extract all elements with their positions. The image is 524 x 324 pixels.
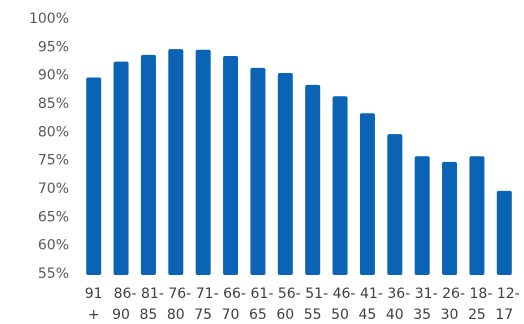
y-tick-label: 65% (38, 209, 69, 225)
x-tick-label: 81- (141, 286, 164, 302)
x-tick-label: 25 (468, 307, 486, 323)
x-tick-label: + (88, 307, 100, 323)
bar (305, 84, 321, 276)
bar (359, 113, 375, 275)
x-tick-label: 45 (359, 307, 377, 323)
x-tick-label: 55 (304, 307, 322, 323)
x-tick-label: 86- (114, 286, 137, 302)
x-tick-label: 50 (331, 307, 349, 323)
x-tick-label: 18- (470, 286, 493, 302)
y-tick-label: 90% (38, 68, 69, 84)
x-tick-label: 71- (196, 286, 219, 302)
x-tick-label: 40 (386, 307, 404, 323)
x-tick-label: 17 (495, 307, 513, 323)
bars (86, 49, 512, 276)
x-tick-label: 85 (140, 307, 158, 323)
x-tick-label: 41- (360, 286, 383, 302)
bar (250, 67, 266, 276)
bar (195, 49, 211, 276)
x-tick-label: 12- (497, 286, 520, 302)
bar (168, 49, 184, 275)
bar (469, 156, 485, 275)
bar (387, 134, 403, 275)
bar (496, 190, 512, 275)
x-tick-label: 61- (251, 286, 274, 302)
x-tick-label: 76- (168, 286, 191, 302)
y-tick-label: 60% (38, 238, 69, 254)
x-tick-label: 65 (249, 307, 267, 323)
x-tick-label: 36- (387, 286, 410, 302)
x-tick-label: 46- (333, 286, 356, 302)
x-tick-label: 35 (413, 307, 431, 323)
y-axis: 55% 60% 65% 70% 75% 80% 85% 90% 95% 100% (29, 11, 69, 282)
y-tick-label: 100% (29, 11, 69, 27)
bar (332, 96, 348, 275)
bar (113, 61, 129, 275)
x-tick-label: 26- (442, 286, 465, 302)
y-tick-label: 85% (38, 96, 69, 112)
bar (140, 54, 156, 275)
bar (414, 156, 430, 275)
x-tick-label: 66- (223, 286, 246, 302)
x-axis: 91 +86- 90 81- 85 76- 80 71- 75 66- 70 61- 65 56- 60 51… (85, 286, 520, 323)
x-tick-label: 31- (415, 286, 438, 302)
bar (277, 72, 293, 275)
x-tick-label: 80 (167, 307, 185, 323)
bar (442, 161, 458, 275)
y-tick-label: 95% (38, 39, 69, 55)
bar (86, 77, 102, 275)
x-tick-label: 75 (194, 307, 212, 323)
x-tick-label: 51- (305, 286, 328, 302)
x-tick-label: 56- (278, 286, 301, 302)
x-tick-label: 70 (222, 307, 240, 323)
y-tick-label: 80% (38, 124, 69, 140)
y-tick-label: 55% (38, 266, 69, 282)
x-tick-label: 90 (112, 307, 130, 323)
bar (223, 55, 239, 275)
x-tick-label: 91 (85, 286, 103, 302)
y-tick-label: 70% (38, 181, 69, 197)
x-tick-label: 30 (441, 307, 459, 323)
x-tick-label: 60 (276, 307, 294, 323)
y-tick-label: 75% (38, 153, 69, 169)
